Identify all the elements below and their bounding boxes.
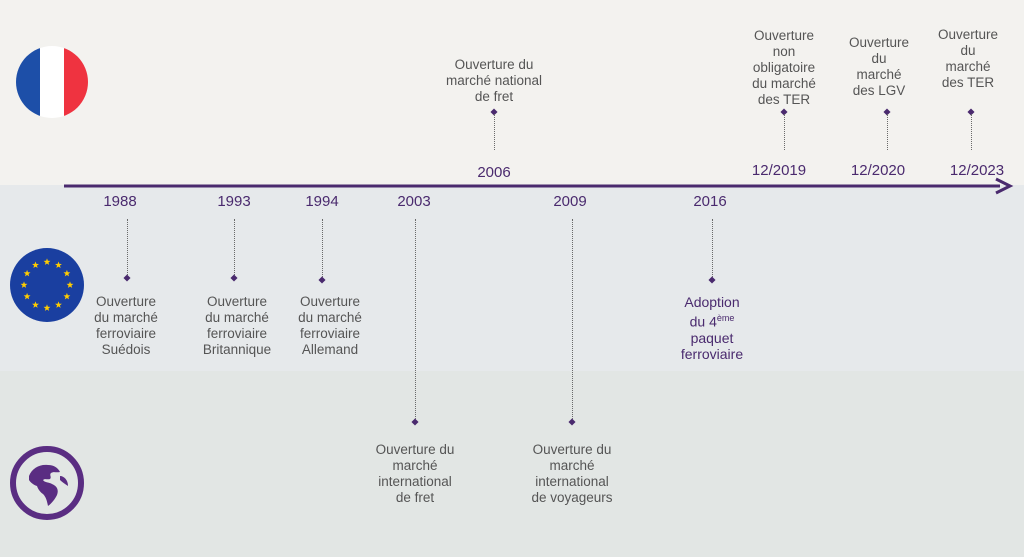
star-icon (32, 301, 39, 308)
star-icon (23, 292, 31, 300)
event-label: Ouverture du marché des TER (937, 27, 999, 90)
year-label: 12/2019 (751, 162, 807, 179)
star-icon (63, 292, 71, 300)
connector (234, 219, 235, 277)
star-icon (20, 281, 28, 288)
star-icon (63, 269, 71, 277)
year-label: 1988 (103, 193, 137, 210)
event-label: Ouverture du marché international de voyage… (531, 442, 613, 505)
year-label: 2006 (477, 164, 511, 181)
eu-flag-icon (10, 248, 84, 322)
event-label: Adoption du 4ème paquet ferroviaire (680, 294, 744, 362)
star-icon (55, 301, 62, 308)
year-label: 12/2020 (850, 162, 906, 179)
event-label: Ouverture du marché international de fret (375, 442, 455, 505)
connector (784, 114, 785, 150)
event-label: Ouverture du marché ferroviaire Allemand (298, 294, 362, 357)
star-icon (32, 261, 39, 268)
france-row (0, 0, 1024, 185)
year-label: 1994 (305, 193, 339, 210)
star-icon (43, 304, 51, 311)
star-icon (55, 261, 62, 268)
connector (712, 219, 713, 277)
globe-icon (10, 446, 84, 520)
connector (887, 114, 888, 150)
france-flag-icon (16, 46, 88, 118)
star-icon (43, 258, 51, 265)
year-label: 2009 (553, 193, 587, 210)
world-row (0, 371, 1024, 557)
year-label: 12/2023 (949, 162, 1005, 179)
year-label: 1993 (217, 193, 251, 210)
event-label: Ouverture non obligatoire du marché des TER (752, 28, 816, 107)
star-icon (23, 269, 31, 277)
event-label: Ouverture du marché ferroviaire Britannique (202, 294, 272, 357)
connector (572, 219, 573, 421)
event-label: Ouverture du marché national de fret (445, 57, 543, 104)
connector (971, 114, 972, 150)
connector (494, 114, 495, 150)
star-icon (66, 281, 74, 288)
connector (415, 219, 416, 421)
connector (127, 219, 128, 277)
year-label: 2003 (397, 193, 431, 210)
connector (322, 219, 323, 277)
event-label: Ouverture du marché des LGV (848, 35, 910, 98)
label-line-with-superscript: du 4ème (689, 313, 735, 330)
year-label: 2016 (693, 193, 727, 210)
europe-row (0, 185, 1024, 371)
event-label: Ouverture du marché ferroviaire Suédois (94, 294, 158, 357)
